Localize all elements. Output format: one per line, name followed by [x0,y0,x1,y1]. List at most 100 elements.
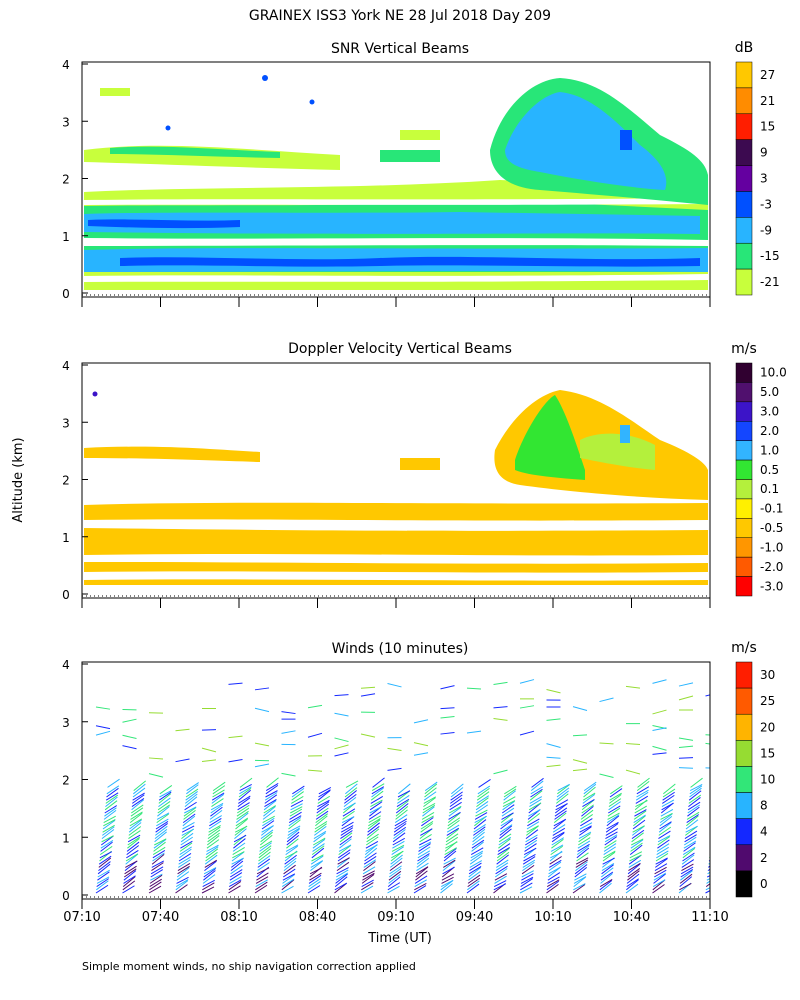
wind-barb [683,840,697,849]
wind-barb [208,826,221,836]
wind-barb [606,814,620,824]
y-tick-label: 3 [62,416,70,430]
wind-barb [599,880,613,891]
wind-barb [365,836,379,846]
wind-barb [678,737,694,741]
wind-barb [446,824,460,833]
wind-barb [577,843,590,852]
wind-barb [580,814,593,824]
colorbar-label: -0.1 [760,502,783,516]
wind-barb [419,838,432,846]
wind-barb [128,826,142,836]
wind-barb [707,875,710,878]
wind-barb [98,857,112,868]
wind-barb [260,831,273,843]
wind-barb [444,847,457,856]
wind-barb [549,856,562,865]
wind-barb [421,815,434,824]
wind-barb [689,783,703,792]
colorbar-label: 21 [760,94,775,108]
wind-barb [122,880,136,891]
wind-barb [133,783,146,795]
wind-barb [129,818,143,827]
colorbar-label: 3 [760,172,768,186]
wind-barb [583,781,597,792]
colorbar-swatch [735,766,753,793]
wind-barb [176,871,190,881]
wind-barb [366,828,380,839]
wind-barb [261,820,275,830]
wind-barb [625,883,639,894]
wind-barb [234,828,247,839]
colorbar-label: 1.0 [760,443,779,457]
wind-barb [334,737,349,743]
wind-barb [633,810,647,820]
colorbar-label: -15 [760,249,780,263]
wind-barb [450,791,463,801]
wind-barb [316,803,330,814]
wind-barb [573,876,587,887]
wind-barb [208,825,221,833]
colorbar-swatch [735,87,753,115]
colorbar-label: 15 [760,120,775,134]
wind-barb [340,825,354,833]
wind-barb [575,861,588,872]
wind-barb [233,834,247,843]
wind-barb [101,835,114,843]
snr-panel: SNR Vertical Beams [81,41,711,298]
wind-barb [446,827,460,836]
colorbar-label: 9 [760,146,768,160]
wind-barb [316,801,330,811]
wind-barb [467,874,481,884]
wind-barb [212,785,226,795]
wind-barb [131,797,145,808]
colorbar-swatch [735,713,753,741]
wind-barb [184,793,198,804]
colorbar-swatch [735,687,753,715]
wind-barb [370,790,384,801]
wind-barb [579,826,592,836]
wind-barb [281,711,296,715]
wind-barb [291,791,304,801]
wind-barb [391,844,405,852]
wind-barb [265,782,279,792]
wind-barb [210,804,224,814]
colorbar-label: 3.0 [760,405,779,419]
snr-cell-cyan [505,92,667,190]
snr-gap-1 [84,238,708,246]
wind-barb [204,860,217,871]
wind-barb [179,846,192,856]
wind-barb [419,828,433,839]
wind-barb [716,785,728,794]
wind-barb [390,854,403,865]
wind-barb [576,852,589,862]
wind-barb [175,879,189,888]
wind-barb [180,836,194,846]
wind-barb [472,828,486,839]
wind-barb [362,870,375,878]
wind-barb [552,831,565,840]
wind-barb [398,783,411,795]
wind-barb [440,707,455,710]
wind-barb [105,794,119,804]
wind-barb [583,783,597,795]
wind-barb [637,777,650,788]
wind-barb [314,821,328,830]
wind-barb [582,792,596,801]
wind-barb [290,799,304,808]
wind-barb [423,791,437,801]
wind-barb [282,874,295,884]
wind-barb [395,803,409,814]
wind-barb [262,815,275,824]
wind-barb [424,781,438,792]
wind-barb [575,859,589,868]
wind-barb [526,825,539,833]
wind-barb [417,850,431,859]
colorbar-label: 0.1 [760,482,779,496]
wind-barb [660,809,674,817]
wind-barb [364,847,378,859]
wind-barb [475,801,489,811]
wind-barb [175,880,189,891]
wind-barb [362,872,375,881]
wind-barb [236,804,250,814]
